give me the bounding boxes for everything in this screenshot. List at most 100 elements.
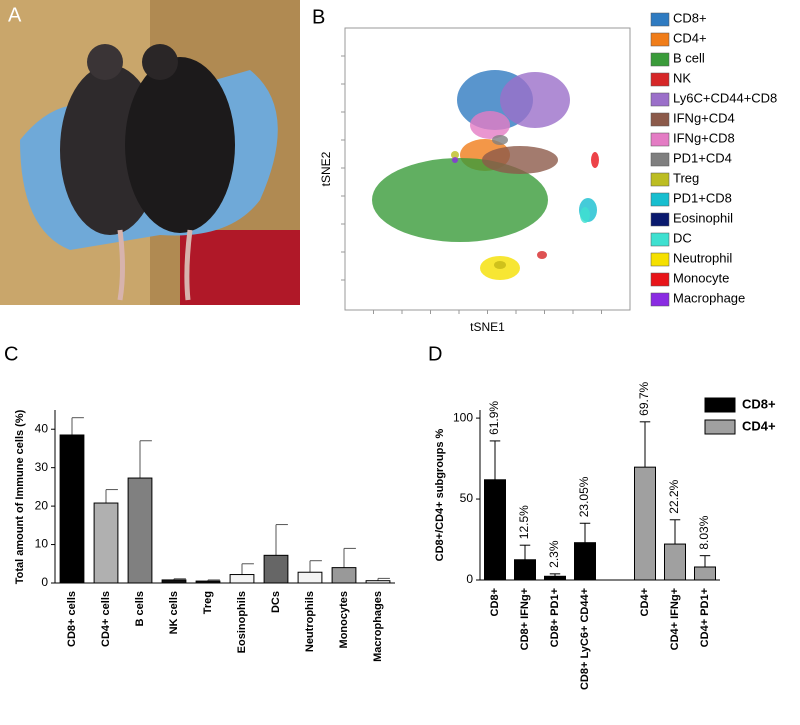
y-tick-label: 40 xyxy=(35,421,49,435)
legend-swatch xyxy=(650,252,670,267)
legend-label: CD8+ xyxy=(673,10,707,25)
legend-swatch xyxy=(704,419,736,435)
bar xyxy=(263,554,289,584)
bar xyxy=(365,580,391,584)
cluster xyxy=(591,152,599,168)
bar xyxy=(195,580,221,584)
x-tick-label: Monocytes xyxy=(338,591,350,648)
x-tick-label: CD8+ xyxy=(489,588,501,616)
legend-label: PD1+CD8 xyxy=(673,190,732,205)
x-tick-label: CD8+ PD1+ xyxy=(549,588,561,647)
legend-label: CD8+ xyxy=(742,396,776,411)
y-tick-label: 100 xyxy=(453,410,473,424)
y-tick-label: 20 xyxy=(35,498,49,512)
cluster xyxy=(580,207,590,223)
legend-label: Ly6C+CD44+CD8 xyxy=(673,90,777,105)
legend-label: NK xyxy=(673,70,691,85)
cluster xyxy=(500,72,570,128)
bar xyxy=(331,567,357,584)
legend-swatch xyxy=(650,212,670,227)
legend-swatch xyxy=(650,92,670,107)
x-tick-label: CD8+ LyC6+ CD44+ xyxy=(579,588,591,690)
cluster xyxy=(372,158,548,242)
cluster xyxy=(451,151,459,159)
legend-swatch xyxy=(650,72,670,87)
legend-label: IFNg+CD8 xyxy=(673,130,735,145)
legend-swatch xyxy=(650,172,670,187)
legend-swatch xyxy=(650,112,670,127)
photo xyxy=(0,0,300,305)
legend-swatch xyxy=(650,52,670,67)
bar xyxy=(127,477,153,584)
cluster xyxy=(492,135,508,145)
x-tick-label: Macrophages xyxy=(372,591,384,662)
legend-swatch xyxy=(650,32,670,47)
bar xyxy=(93,502,119,584)
legend-label: Eosinophil xyxy=(673,210,733,225)
cluster xyxy=(537,251,547,259)
cluster xyxy=(470,111,510,139)
x-tick-label: CD8+ IFNg+ xyxy=(519,588,531,650)
y-axis-label: Total amount of Immune cells (%) xyxy=(14,409,26,584)
x-tick-label: Treg xyxy=(202,591,214,614)
y-tick-label: 0 xyxy=(41,575,48,589)
x-tick-label: CD4+ PD1+ xyxy=(699,588,711,647)
value-label: 12.5% xyxy=(517,505,531,539)
x-tick-label: CD4+ IFNg+ xyxy=(669,588,681,650)
legend-label: PD1+CD4 xyxy=(673,150,732,165)
legend-swatch xyxy=(650,12,670,27)
y-tick-label: 0 xyxy=(466,572,473,586)
panel-label: C xyxy=(4,343,18,365)
legend-swatch xyxy=(650,192,670,207)
y-tick-label: 50 xyxy=(460,491,474,505)
bar xyxy=(634,466,656,581)
y-axis-label: CD8+/CD4+ subgroups % xyxy=(434,428,446,561)
cluster xyxy=(452,157,458,163)
x-axis-label: tSNE1 xyxy=(470,320,505,334)
legend-swatch xyxy=(650,232,670,247)
legend-label: Neutrophil xyxy=(673,250,732,265)
legend-swatch xyxy=(704,397,736,413)
x-tick-label: Neutrophils xyxy=(304,591,316,652)
bar xyxy=(664,543,686,581)
bar xyxy=(514,559,536,581)
x-tick-label: CD8+ cells xyxy=(66,591,78,647)
legend-label: Macrophage xyxy=(673,290,745,305)
legend-label: B cell xyxy=(673,50,705,65)
x-tick-label: NK cells xyxy=(168,591,180,634)
panel-label: B xyxy=(312,6,325,28)
x-tick-label: CD4+ xyxy=(639,588,651,616)
bar xyxy=(484,479,506,581)
legend-label: CD4+ xyxy=(742,418,776,433)
x-tick-label: Eosinophils xyxy=(236,591,248,653)
y-tick-label: 10 xyxy=(35,537,49,551)
x-tick-label: DCs xyxy=(270,591,282,613)
y-axis-label: tSNE2 xyxy=(319,151,333,186)
legend-label: IFNg+CD4 xyxy=(673,110,735,125)
value-label: 22.2% xyxy=(667,479,681,513)
cluster xyxy=(482,146,558,174)
value-label: 23.05% xyxy=(577,476,591,517)
value-label: 61.9% xyxy=(487,401,501,435)
legend-swatch xyxy=(650,152,670,167)
legend-swatch xyxy=(650,132,670,147)
legend-label: Monocyte xyxy=(673,270,729,285)
value-label: 8.03% xyxy=(697,515,711,549)
panel-label: A xyxy=(8,4,22,26)
bar xyxy=(229,574,255,584)
bar xyxy=(574,542,596,581)
y-tick-label: 30 xyxy=(35,460,49,474)
value-label: 69.7% xyxy=(637,381,651,415)
legend-label: DC xyxy=(673,230,692,245)
bar xyxy=(297,571,323,584)
legend-swatch xyxy=(650,292,670,307)
bar xyxy=(694,566,716,581)
value-label: 2.3% xyxy=(547,540,561,568)
panel-label: D xyxy=(428,343,442,365)
legend-label: Treg xyxy=(673,170,699,185)
x-tick-label: B cells xyxy=(134,591,146,626)
legend-label: CD4+ xyxy=(673,30,707,45)
bar xyxy=(59,434,85,584)
bar xyxy=(544,575,566,581)
